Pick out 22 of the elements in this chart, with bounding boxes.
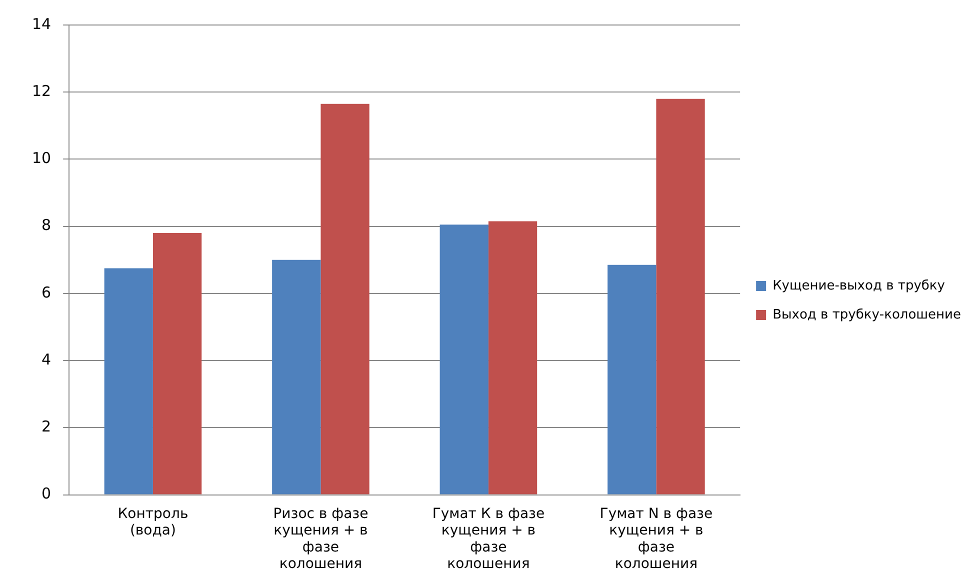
legend-label: Выход в трубку-колошение bbox=[772, 307, 962, 322]
bar bbox=[440, 224, 488, 494]
legend-label: Кущение-выход в трубку bbox=[772, 278, 946, 294]
y-tick-label: 2 bbox=[42, 418, 52, 436]
x-tick-label: Контроль (вода) bbox=[118, 506, 188, 539]
bar bbox=[608, 264, 656, 494]
y-tick-label: 12 bbox=[32, 82, 52, 100]
y-tick-label: 10 bbox=[32, 149, 52, 168]
bar bbox=[488, 221, 538, 494]
bar bbox=[320, 104, 370, 494]
x-tick-label: Ризос в фазе кущения + в фазе колошения bbox=[273, 506, 368, 572]
y-tick-label: 4 bbox=[42, 350, 52, 368]
bar bbox=[104, 268, 153, 494]
y-tick-label: 8 bbox=[42, 216, 52, 234]
bar bbox=[152, 233, 202, 494]
y-tick-label: 14 bbox=[32, 14, 52, 33]
bar bbox=[656, 98, 705, 494]
x-tick-label: Гумат N в фазе кущения + в фазе колошения bbox=[600, 506, 713, 572]
bar bbox=[272, 260, 321, 494]
y-tick-label: 0 bbox=[42, 484, 52, 503]
y-tick-label: 6 bbox=[42, 283, 52, 302]
x-tick-label: Гумат К в фазе кущения + в фазе колошения bbox=[432, 506, 545, 572]
